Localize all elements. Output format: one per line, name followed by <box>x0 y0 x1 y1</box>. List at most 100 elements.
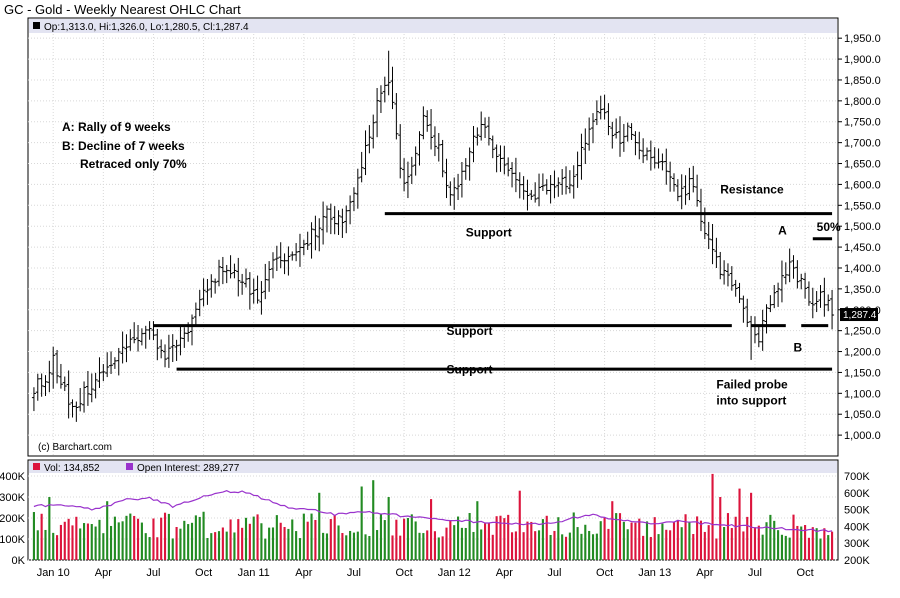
volume-bar <box>94 526 97 560</box>
ohlc-bar <box>217 259 222 287</box>
volume-bar <box>672 522 676 560</box>
ohlc-bar <box>112 357 117 369</box>
volume-bar <box>291 519 294 560</box>
volume-bar <box>406 518 409 560</box>
volume-bar <box>599 521 602 560</box>
volume-bars <box>32 473 834 560</box>
ohlc-bar <box>228 255 233 279</box>
volume-bar <box>703 531 706 560</box>
volume-bar <box>260 523 263 560</box>
volume-bar <box>44 529 47 560</box>
volume-bar <box>32 512 35 560</box>
volume-bar <box>530 521 533 560</box>
time-tick-label: Jul <box>547 567 561 579</box>
volume-bar <box>549 534 552 560</box>
volume-bar <box>433 531 436 560</box>
volume-bar <box>98 519 101 560</box>
ohlc-bar <box>544 179 549 195</box>
volume-bar <box>692 534 695 560</box>
volume-bar <box>233 532 236 560</box>
ohlc-bar <box>456 173 461 201</box>
ohlc-bar <box>109 351 114 374</box>
volume-bar <box>699 520 703 560</box>
ohlc-bar <box>494 144 499 173</box>
volume-tick-label: 0K <box>12 555 26 567</box>
volume-bar <box>310 513 313 560</box>
volume-bar <box>684 514 687 560</box>
ohlc-bar <box>70 399 75 418</box>
price-tick-label: 1,500.0 <box>844 221 881 233</box>
ohlc-bar <box>602 94 607 120</box>
ohlc-bar <box>120 331 125 364</box>
volume-bar <box>788 537 791 560</box>
volume-bar <box>175 527 178 560</box>
ohlc-bar <box>668 161 673 192</box>
volume-bar <box>187 524 190 560</box>
volume-bar <box>264 538 267 560</box>
volume-bar <box>117 522 120 560</box>
ohlc-bar <box>679 174 684 210</box>
volume-legend-swatch <box>33 463 40 470</box>
time-tick-label: Jan 13 <box>638 567 671 579</box>
ohlc-bar <box>587 117 592 151</box>
volume-bar <box>356 531 359 560</box>
price-panel <box>27 17 839 457</box>
ohlc-bar <box>776 282 781 307</box>
ohlc-bar <box>74 401 79 422</box>
ohlc-bar <box>552 170 557 199</box>
volume-bar <box>225 531 228 560</box>
ohlc-bar <box>232 263 237 279</box>
ohlc-bar <box>51 346 56 389</box>
ohlc-bar <box>521 176 526 200</box>
volume-bar <box>345 535 348 560</box>
volume-bar <box>364 534 367 560</box>
volume-bar <box>318 492 321 560</box>
ohlc-bar <box>675 179 680 202</box>
volume-bar <box>395 519 398 560</box>
volume-bar <box>248 523 251 560</box>
volume-bar <box>796 525 799 560</box>
volume-bar <box>190 522 194 560</box>
volume-bar <box>642 535 645 560</box>
ohlc-bar <box>159 339 164 359</box>
volume-bar <box>696 516 699 560</box>
ohlc-bar <box>513 157 518 193</box>
volume-bar <box>638 518 641 560</box>
ohlc-bar <box>375 87 380 138</box>
volume-bar <box>564 536 568 560</box>
volume-bar <box>206 537 209 560</box>
volume-bar <box>784 535 787 560</box>
ohlc-bar <box>398 124 403 179</box>
ohlc-bar <box>556 177 561 197</box>
ohlc-bar <box>725 263 730 287</box>
open-interest-axis: 200K 300K 400K 500K 600K 700K <box>844 471 870 567</box>
price-tick-label: 1,850.0 <box>844 75 881 87</box>
ohlc-bar <box>644 147 649 161</box>
ohlc-bar <box>78 387 83 412</box>
time-tick-label: Oct <box>195 567 212 579</box>
open-interest-tick-label: 500K <box>844 505 870 517</box>
volume-bar <box>287 528 290 560</box>
time-axis: Jan 10 Apr Jul Oct Jan 11 Apr Jul Oct Jan 12 Apr J… <box>37 567 814 579</box>
time-tick-label: Jul <box>146 567 160 579</box>
volume-panel <box>27 459 839 561</box>
ohlc-bar <box>413 146 418 176</box>
volume-bar <box>441 536 444 560</box>
volume-bar <box>464 527 467 560</box>
ohlc-bar <box>718 251 723 280</box>
ohlc-bar <box>301 239 306 256</box>
volume-bar <box>271 527 275 560</box>
ohlc-bar <box>417 131 422 166</box>
volume-bar <box>738 488 741 560</box>
ohlc-bar <box>783 262 788 285</box>
ohlc-bar <box>317 218 322 252</box>
volume-bar <box>252 516 255 560</box>
volume-bar <box>268 527 271 560</box>
volume-bar <box>769 514 772 560</box>
volume-bar <box>179 528 182 560</box>
ohlc-bar <box>671 173 676 192</box>
volume-bar <box>349 530 352 560</box>
ohlc-bar <box>452 177 457 210</box>
volume-bar <box>526 521 529 560</box>
